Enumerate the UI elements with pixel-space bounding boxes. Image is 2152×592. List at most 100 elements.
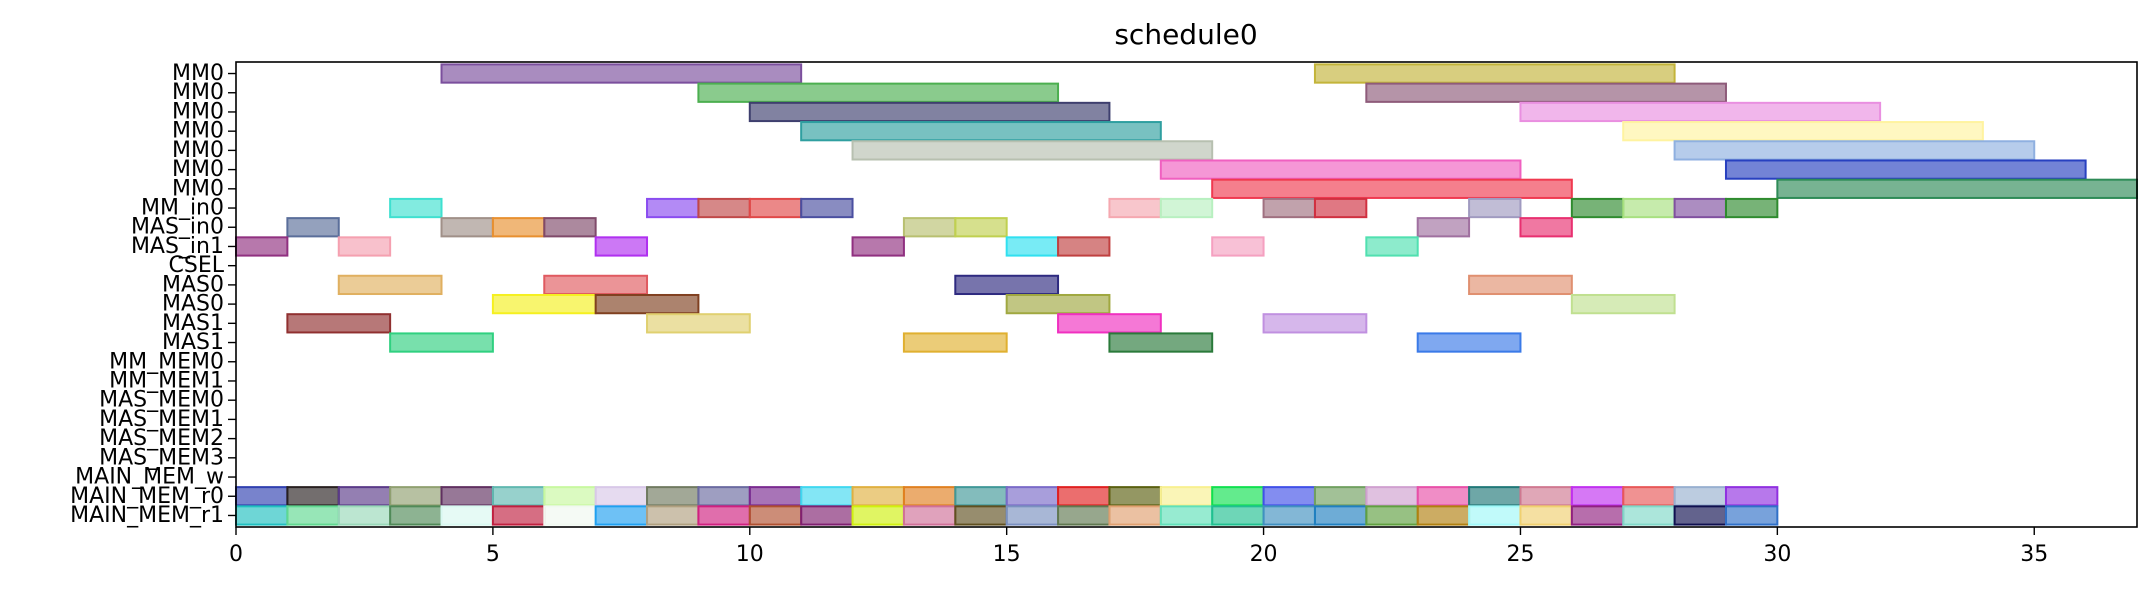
task-bar	[1776, 178, 2138, 199]
task-bar	[1262, 313, 1368, 334]
task-bar	[389, 197, 443, 219]
task-bar	[1622, 197, 1676, 219]
x-tick-label: 0	[229, 542, 243, 567]
y-tick-label: MAS_in1	[131, 234, 224, 259]
task-bar	[440, 505, 494, 526]
task-bar	[1724, 486, 1779, 507]
y-tick-label: MAIN_MEM_r1	[70, 503, 224, 528]
task-bar	[1724, 505, 1779, 526]
y-tick-label: MAS1	[162, 330, 224, 355]
task-bar	[286, 217, 340, 238]
task-bar	[1416, 217, 1471, 238]
task-bar	[389, 332, 494, 353]
x-axis-ticks: 0 5 10 15 20 25 30 35	[229, 527, 2048, 567]
y-tick-label: MM0	[172, 61, 224, 86]
task-bar	[286, 486, 340, 507]
y-axis-labels: MM0MM0MM0MM0MM0MM0MM0MM_in0MAS_in0MAS_in…	[70, 61, 236, 528]
task-bar	[902, 505, 957, 526]
y-tick-label: MM0	[172, 157, 224, 182]
task-bar	[1673, 505, 1727, 526]
task-bar	[800, 505, 854, 526]
task-bar	[748, 197, 803, 219]
x-tick-label: 30	[1763, 542, 1791, 567]
task-bar	[1468, 505, 1522, 526]
task-bar	[1365, 505, 1419, 526]
task-bar	[543, 274, 649, 296]
task-bar	[1262, 486, 1316, 507]
task-bar	[954, 274, 1060, 296]
y-tick-label: MM_MEM0	[109, 349, 224, 374]
task-bar	[1211, 178, 1573, 199]
task-bar	[235, 505, 289, 526]
y-tick-label: MM0	[172, 119, 224, 144]
task-bar	[337, 486, 392, 507]
y-tick-label: MM0	[172, 176, 224, 201]
x-tick-label: 10	[736, 542, 764, 567]
task-bar	[851, 505, 905, 526]
task-bar	[1570, 293, 1676, 315]
y-tick-label: MAS_MEM0	[99, 388, 224, 413]
task-bar	[954, 217, 1008, 238]
y-tick-label: MAS_MEM3	[99, 445, 224, 470]
task-bar	[1057, 313, 1162, 334]
task-bar	[235, 236, 289, 257]
task-bar	[748, 101, 1111, 123]
task-bar	[1108, 332, 1214, 353]
task-bar	[646, 486, 700, 507]
plot-frame	[235, 61, 2138, 528]
task-bar	[1724, 159, 2087, 180]
task-bar	[440, 486, 494, 507]
task-bar	[1211, 505, 1265, 526]
task-bar	[851, 140, 1214, 161]
task-bar	[235, 486, 289, 507]
task-bar	[543, 486, 597, 507]
task-bar	[440, 63, 803, 84]
task-bar	[1365, 82, 1727, 103]
y-tick-label: MAS0	[162, 292, 224, 317]
task-bar	[1159, 159, 1522, 180]
x-tick-label: 5	[486, 542, 500, 567]
task-bar	[594, 236, 649, 257]
task-bar	[1570, 486, 1625, 507]
y-tick-label: MM_in0	[141, 196, 224, 221]
task-bar	[646, 505, 700, 526]
task-bar	[954, 505, 1008, 526]
x-tick-label: 15	[993, 542, 1021, 567]
task-bar	[337, 505, 392, 526]
task-bar	[543, 505, 597, 526]
task-bar	[1416, 505, 1471, 526]
y-tick-label: CSEL	[169, 253, 225, 278]
task-bar	[1519, 217, 1573, 238]
task-bar	[1211, 486, 1265, 507]
y-tick-label: MM0	[172, 99, 224, 124]
task-bar	[1570, 505, 1625, 526]
task-bar	[1416, 486, 1471, 507]
task-bar	[491, 217, 546, 238]
x-tick-label: 20	[1250, 542, 1278, 567]
y-tick-label: MAS_MEM2	[99, 426, 224, 451]
x-tick-label: 35	[2020, 542, 2048, 567]
task-bar	[1262, 505, 1316, 526]
task-bar	[337, 236, 392, 257]
task-bar	[491, 505, 546, 526]
task-bar	[1159, 486, 1214, 507]
task-bar	[851, 236, 905, 257]
task-bar	[697, 486, 751, 507]
task-bars	[235, 63, 2138, 526]
task-bar	[1570, 197, 1625, 219]
task-bar	[286, 505, 340, 526]
task-bar	[646, 197, 700, 219]
y-tick-label: MAIN_MEM_r0	[70, 484, 224, 509]
task-bar	[902, 486, 957, 507]
chart-title: schedule0	[1114, 18, 1257, 51]
task-bar	[1519, 505, 1573, 526]
task-bar	[1313, 505, 1368, 526]
task-bar	[800, 197, 854, 219]
task-bar	[697, 82, 1060, 103]
x-tick-label: 25	[1506, 542, 1534, 567]
task-bar	[748, 505, 803, 526]
task-bar	[1005, 505, 1060, 526]
y-tick-label: MAS_MEM1	[99, 407, 224, 432]
task-bar	[1313, 197, 1368, 219]
task-bar	[1262, 197, 1316, 219]
